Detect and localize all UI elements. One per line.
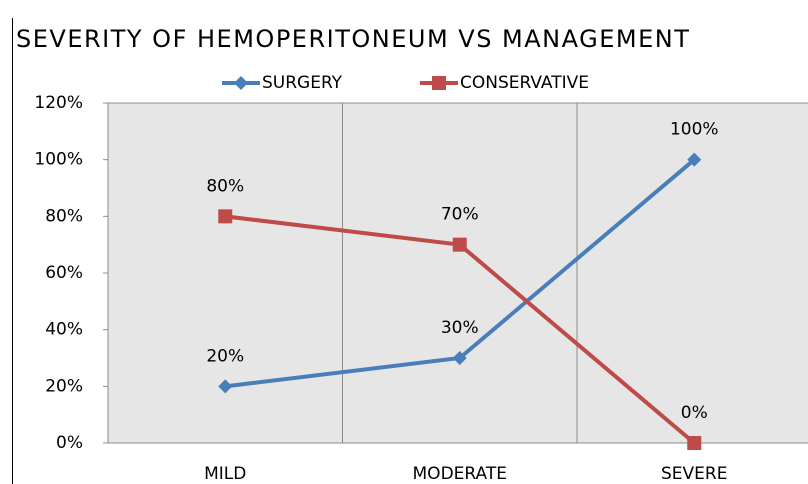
data-label: 80% [206,176,244,196]
legend-marker [234,76,248,90]
data-point [218,209,233,224]
data-label: 70% [441,205,479,225]
data-point [452,237,467,252]
data-label: 0% [681,403,708,423]
y-tick-label: 20% [45,376,83,396]
data-label: 100% [670,120,719,140]
data-label: 30% [441,318,479,338]
y-tick-label: 100% [34,150,83,170]
y-tick-label: 0% [56,433,83,453]
x-tick-label: MILD [204,464,246,484]
y-tick-label: 80% [45,206,83,226]
x-tick-label: MODERATE [413,464,507,484]
data-point [452,351,467,365]
data-point [687,152,702,167]
plot-area [107,102,808,444]
legend-marker [432,76,446,90]
data-point [218,379,233,394]
y-tick-label: 120% [34,93,83,113]
legend-label: CONSERVATIVE [460,73,589,93]
y-tick-label: 40% [45,320,83,340]
y-tick-label: 60% [45,263,83,283]
data-point [687,436,702,450]
legend-label: SURGERY [262,73,343,93]
data-label: 20% [206,346,244,366]
chart-title: SEVERITY OF HEMOPERITONEUM VS MANAGEMENT [16,25,690,53]
x-tick-label: SEVERE [661,464,727,484]
